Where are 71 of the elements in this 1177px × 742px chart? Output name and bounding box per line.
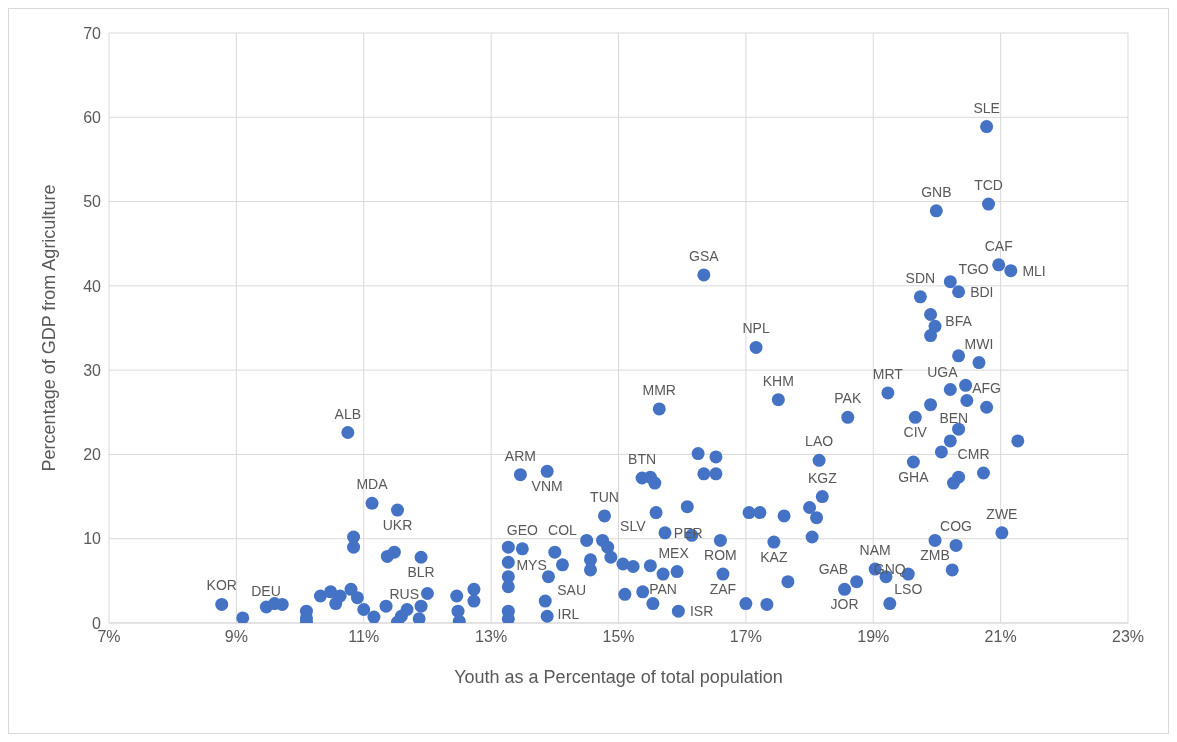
annotation: MEX (658, 544, 690, 561)
annotation: BTN (628, 451, 657, 468)
annotation: LSO (894, 581, 923, 598)
annotation: GHA (898, 469, 930, 486)
y-tick-label: 20 (83, 446, 102, 464)
x-tick-label: 19% (857, 628, 890, 646)
annotation: GSA (689, 247, 720, 264)
annotation: VNM (531, 478, 563, 495)
annotation: SAU (557, 581, 587, 598)
annotation: BEN (939, 409, 969, 426)
annotation: ZMB (920, 547, 950, 564)
annotation: TUN (590, 488, 619, 505)
y-tick-label: 60 (83, 108, 102, 126)
annotation: CMR (957, 445, 990, 462)
annotation: KAZ (760, 549, 788, 566)
y-tick-label: 40 (83, 277, 102, 295)
annotation: BFA (945, 312, 973, 329)
annotation: KGZ (807, 469, 838, 486)
annotation: UGA (927, 364, 959, 381)
annotation: ZAF (709, 581, 737, 598)
annotation: COL (548, 521, 578, 538)
x-tick-label: 21% (984, 628, 1017, 646)
y-tick-label: 70 (83, 24, 102, 42)
x-tick-label: 15% (602, 628, 635, 646)
annotation: COG (940, 518, 972, 535)
annotation: MWI (964, 335, 994, 352)
annotation: MLI (1022, 262, 1046, 279)
annotation: TCD (974, 177, 1003, 194)
annotation: DEU (251, 582, 281, 599)
annotation: KHM (762, 372, 794, 389)
y-tick-label: 50 (83, 193, 102, 211)
annotation: PAN (649, 581, 677, 598)
y-axis-title: Percentage of GDP from Agriculture (39, 184, 60, 472)
annotation: GNB (921, 183, 952, 200)
annotation: MMR (642, 381, 676, 398)
annotation: ALB (334, 405, 362, 422)
annotation: GEO (506, 521, 538, 538)
annotation: AFG (972, 380, 1001, 397)
x-tick-label: 13% (475, 628, 508, 646)
annotation: PAK (834, 390, 862, 407)
annotation: IRL (557, 606, 580, 623)
annotation: NAM (859, 542, 891, 559)
annotation: RUS (389, 585, 419, 602)
annotation: JOR (830, 596, 859, 613)
annotation: ZWE (986, 505, 1018, 522)
y-tick-label: 10 (83, 530, 102, 548)
annotation: GAB (818, 560, 849, 577)
annotation: ROM (704, 547, 737, 564)
annotation: BLR (407, 564, 435, 581)
annotation: NPL (742, 320, 770, 337)
annotation: TGO (958, 260, 989, 277)
x-axis-title: Youth as a Percentage of total population (454, 667, 783, 687)
y-tick-label: 30 (83, 361, 102, 379)
annotation: SLV (620, 517, 647, 534)
annotation: CAF (984, 237, 1013, 254)
annotation: MYS (516, 557, 547, 574)
x-tick-label: 11% (348, 628, 380, 646)
annotation: MDA (356, 476, 389, 493)
annotation: ISR (689, 603, 714, 620)
x-tick-label: 17% (729, 628, 762, 646)
annotation: UKR (382, 517, 413, 534)
annotation: SLE (973, 99, 1000, 116)
annotation: MRT (872, 365, 904, 382)
annotation: ARM (504, 447, 536, 464)
x-tick-label: 9% (224, 628, 248, 646)
annotation: LAO (805, 433, 834, 450)
annotation: SDN (905, 269, 936, 286)
annotation: KOR (206, 577, 237, 594)
annotation: BDI (970, 283, 994, 300)
x-tick-label: 23% (1111, 628, 1145, 646)
annotation: CIV (903, 424, 928, 441)
